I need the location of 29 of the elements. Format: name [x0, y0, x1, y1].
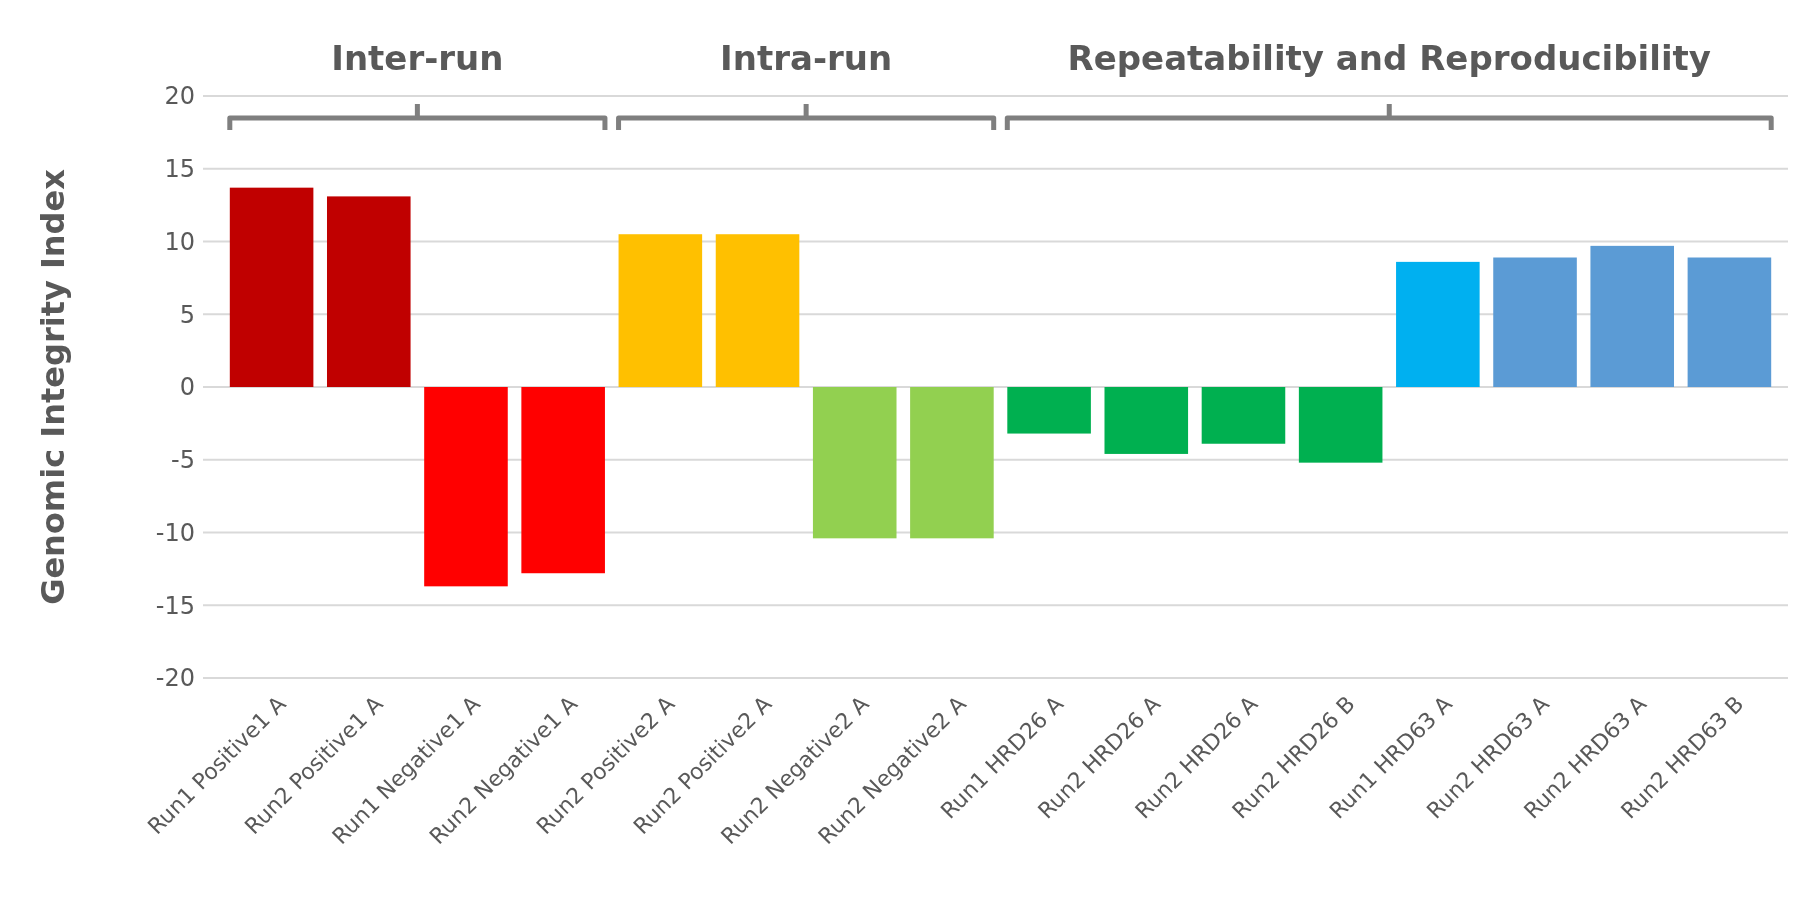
bar — [326, 196, 411, 387]
bar — [1396, 261, 1480, 387]
y-tick-label: -15 — [155, 591, 195, 620]
bar — [1007, 387, 1091, 434]
y-tick-label: 10 — [164, 227, 195, 256]
bar — [1687, 257, 1772, 387]
y-tick-label: 15 — [164, 155, 195, 184]
bar — [424, 387, 508, 587]
y-tick-label: 0 — [179, 373, 195, 402]
y-tick-label: 20 — [164, 82, 195, 111]
bar — [910, 387, 994, 539]
bar — [1590, 245, 1675, 387]
bar — [229, 187, 314, 387]
y-tick-label: -10 — [155, 518, 195, 547]
bar — [1298, 387, 1383, 463]
bar — [521, 387, 605, 574]
text: Repeatability and Reproducibility — [1067, 38, 1711, 78]
bar — [812, 387, 897, 539]
y-tick-label: -20 — [155, 664, 195, 693]
text: Inter-run — [331, 38, 504, 78]
text: Intra-run — [720, 38, 893, 78]
bar — [1201, 387, 1286, 444]
bar — [715, 234, 800, 387]
y-axis-title: Genomic Integrity Index — [34, 168, 73, 605]
bar — [1493, 257, 1577, 387]
y-tick-label: -5 — [171, 446, 195, 475]
y-tick-label: 5 — [179, 300, 195, 329]
bar — [1104, 387, 1189, 454]
bar — [618, 234, 703, 387]
